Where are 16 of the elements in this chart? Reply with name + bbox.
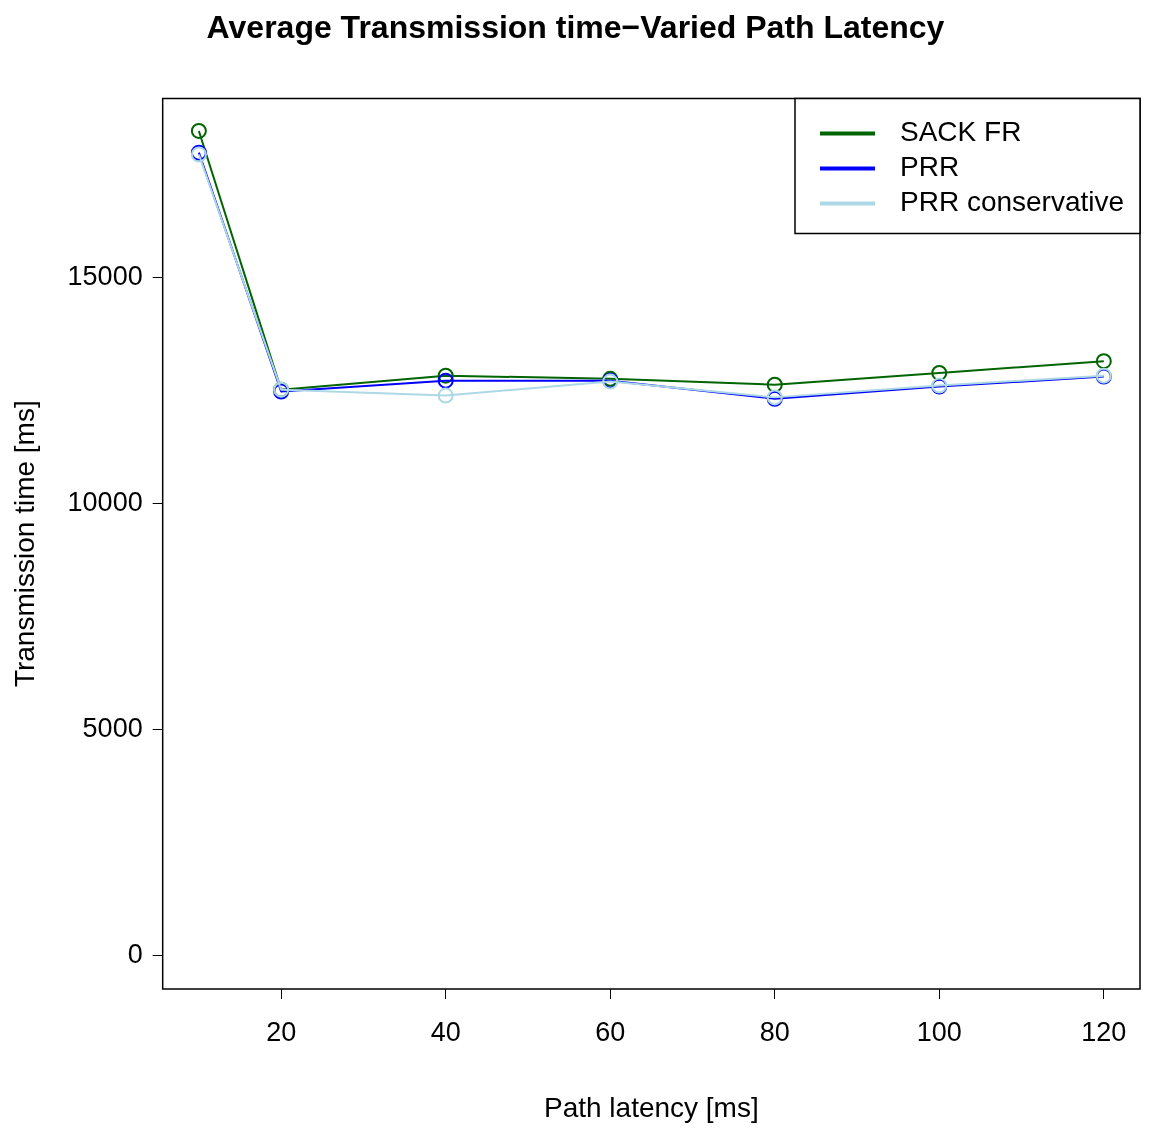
y-tick-label: 10000 [67, 486, 143, 517]
legend-label: SACK FR [900, 116, 1022, 148]
y-axis-title: Transmission time [ms] [8, 400, 40, 688]
legend-label: PRR [900, 151, 960, 183]
chart-title: Average Transmission time−Varied Path Latency [206, 9, 945, 46]
y-tick-label: 0 [127, 938, 143, 969]
y-tick-label: 15000 [67, 260, 143, 291]
x-tick-label: 120 [1081, 1016, 1127, 1047]
x-tick-label: 80 [759, 1016, 790, 1047]
x-axis-title: Path latency [ms] [543, 1091, 759, 1123]
x-tick-label: 60 [595, 1016, 626, 1047]
y-tick-label: 5000 [82, 712, 143, 743]
x-tick-label: 100 [916, 1016, 962, 1047]
legend-label: PRR conservative [900, 186, 1125, 218]
x-tick-label: 20 [266, 1016, 297, 1047]
x-tick-label: 40 [430, 1016, 461, 1047]
